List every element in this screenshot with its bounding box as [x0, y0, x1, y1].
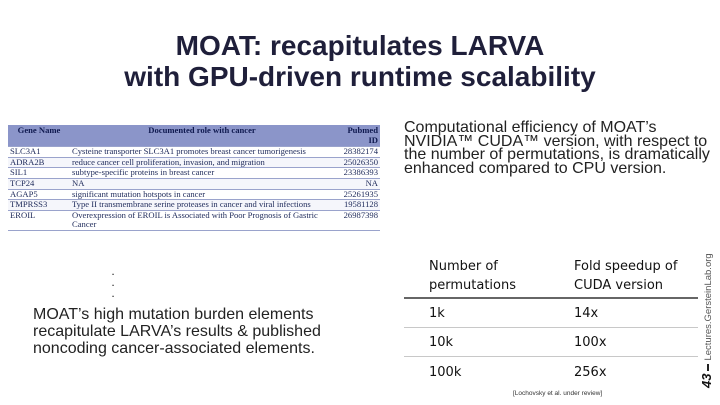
header-gene-name: Gene Name [17, 125, 61, 135]
role-cell: significant mutation hotspots in cancer [72, 188, 206, 199]
slide-number: 43 [699, 373, 714, 388]
ellipsis-dot: . [111, 286, 115, 300]
gene-cell: SIL1 [10, 167, 28, 178]
header-documented-role: Documented role with cancer [148, 125, 256, 135]
source-label: Lectures.GersteinLab.org [703, 253, 714, 361]
vertical-ellipsis: . . . [108, 264, 118, 300]
table-row: TMPRSS3 Type II transmembrane serine pro… [8, 200, 380, 211]
table-row: EROIL Overexpression of EROIL is Associa… [8, 209, 380, 231]
separator-dash [707, 363, 710, 371]
ellipsis-dot: . [111, 264, 115, 278]
pubmed-cell: 25261935 [343, 188, 378, 199]
speedup-cell: 14x [549, 298, 698, 328]
gene-role-table: Gene Name Documented role with cancer Pu… [8, 125, 380, 231]
table-row: TCP24 NA NA [8, 177, 380, 190]
header-pubmed-id: Pubmed ID [347, 125, 378, 145]
speedup-table: Number of permutations Fold speedup of C… [404, 254, 698, 387]
role-cell: Cysteine transporter SLC3A1 promotes bre… [72, 146, 306, 157]
role-cell: subtype-specific proteins in breast canc… [72, 167, 215, 178]
header-permutations: Number of permutations [404, 254, 549, 299]
pubmed-cell: NA [365, 177, 378, 188]
slide-title: MOAT: recapitulates LARVA with GPU-drive… [0, 30, 720, 92]
summary-text: MOAT’s high mutation burden elements rec… [33, 306, 321, 357]
table-row: 1k 14x [404, 298, 698, 328]
table-row: 100k 256x [404, 357, 698, 388]
citation: [Lochovsky et al. under review] [513, 390, 603, 397]
gene-cell: ADRA2B [10, 156, 45, 167]
header-fold-speedup: Fold speedup of CUDA version [549, 254, 698, 299]
speedup-header-row: Number of permutations Fold speedup of C… [404, 254, 698, 299]
ellipsis-dot: . [111, 275, 115, 289]
table-row: SIL1 subtype-specific proteins in breast… [8, 168, 380, 179]
table-row: ADRA2B reduce cancer cell proliferation,… [8, 157, 380, 168]
gene-cell: AGAP5 [10, 188, 38, 199]
permutations-cell: 100k [429, 364, 462, 380]
title-line-2: with GPU-driven runtime scalability [124, 61, 596, 92]
slide-footer-vertical: 43 Lectures.GersteinLab.org [699, 188, 716, 388]
title-line-1: MOAT: recapitulates LARVA [175, 30, 545, 61]
role-cell: reduce cancer cell proliferation, invasi… [72, 156, 265, 167]
speedup-cell: 256x [574, 364, 607, 380]
gene-cell: SLC3A1 [10, 146, 41, 157]
role-cell: Overexpression of EROIL is Associated wi… [72, 209, 318, 230]
table-row: 10k 100x [404, 327, 698, 357]
pubmed-cell: 23386393 [343, 167, 378, 178]
gene-table-header-row: Gene Name Documented role with cancer Pu… [8, 125, 380, 147]
gene-cell: TMPRSS3 [10, 199, 48, 210]
table-row: AGAP5 significant mutation hotspots in c… [8, 189, 380, 200]
table-row: SLC3A1 Cysteine transporter SLC3A1 promo… [8, 147, 380, 158]
gene-cell: EROIL [10, 209, 36, 220]
pubmed-cell: 19581128 [343, 199, 378, 210]
permutations-cell: 10k [404, 327, 549, 357]
pubmed-cell: 28382174 [343, 146, 378, 157]
pubmed-cell: 25026350 [343, 156, 378, 167]
efficiency-description: Computational efficiency of MOAT’s NVIDI… [404, 119, 710, 177]
pubmed-cell: 26987398 [343, 209, 378, 220]
role-cell: NA [72, 177, 85, 188]
speedup-cell: 100x [549, 327, 698, 357]
permutations-cell: 1k [404, 298, 549, 328]
gene-cell: TCP24 [10, 177, 35, 188]
role-cell: Type II transmembrane serine proteases i… [72, 199, 311, 210]
